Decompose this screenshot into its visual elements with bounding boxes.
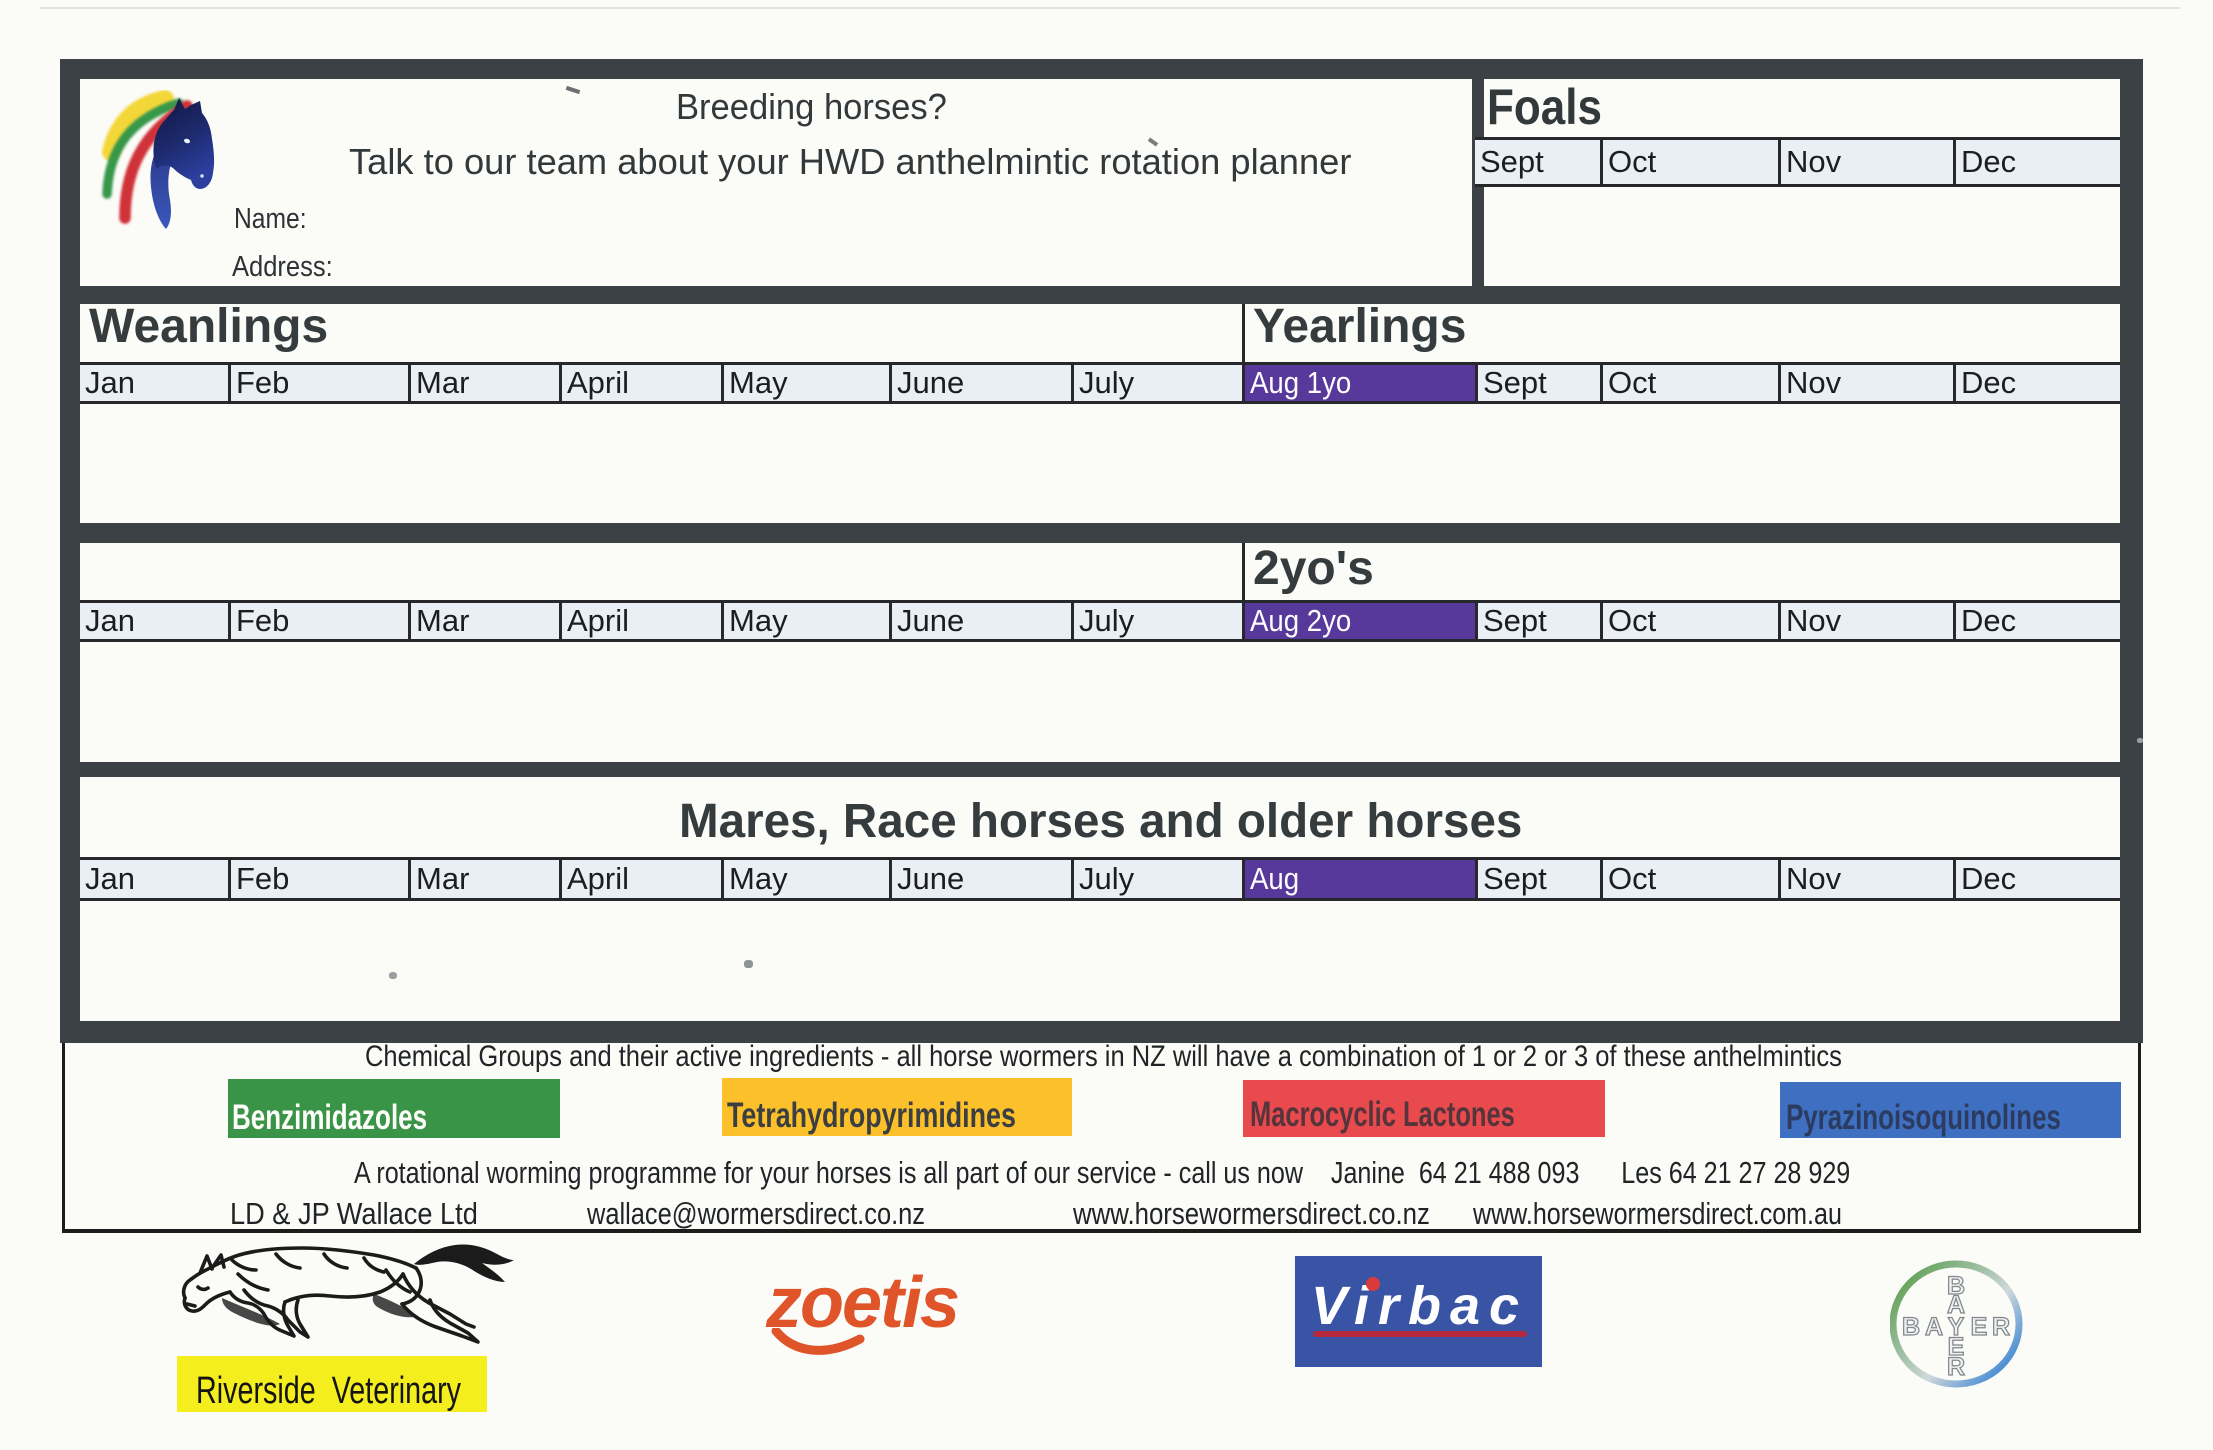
- svg-text:R: R: [1992, 1313, 2010, 1341]
- svg-text:E: E: [1971, 1313, 1988, 1341]
- svg-text:B: B: [1947, 1272, 1965, 1300]
- svg-text:R: R: [1947, 1353, 1965, 1381]
- svg-text:E: E: [1948, 1333, 1965, 1361]
- svg-text:B: B: [1902, 1313, 1920, 1341]
- svg-text:A: A: [1925, 1313, 1943, 1341]
- svg-text:A: A: [1947, 1291, 1965, 1319]
- svg-text:Y: Y: [1948, 1313, 1965, 1341]
